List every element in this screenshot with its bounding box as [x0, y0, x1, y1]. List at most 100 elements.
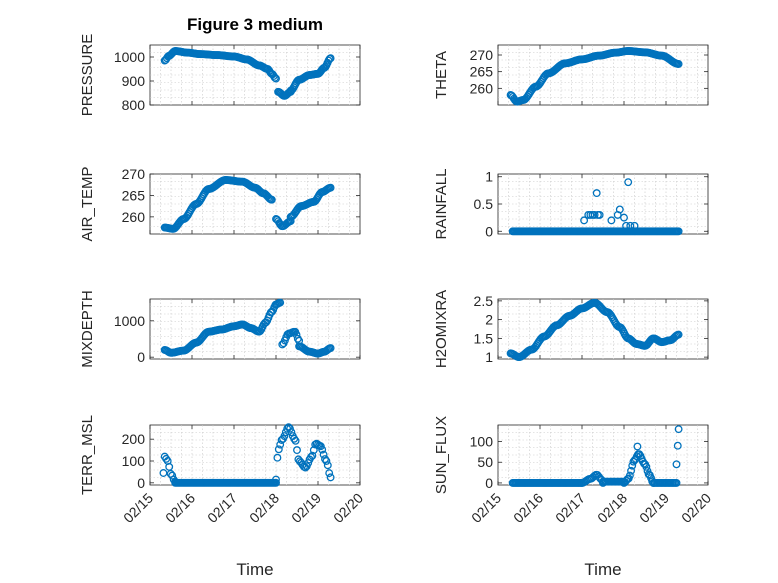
- series-markers: [160, 47, 335, 100]
- x-axis-label: Time: [236, 560, 273, 579]
- data-point: [326, 344, 335, 353]
- data-point: [287, 428, 296, 437]
- subplot-terr_msl: 0 100 200 02/15 02/16 02/17 02/18 02/19 02/20 TER…: [79, 415, 366, 579]
- y-tick-label: 1: [485, 169, 493, 185]
- x-tick-label: 02/16: [162, 490, 198, 526]
- y-axis-label: RAINFALL: [433, 169, 450, 240]
- data-point: [290, 434, 299, 443]
- y-tick-label: 1: [485, 349, 493, 365]
- x-tick-label: 02/20: [678, 490, 714, 526]
- data-point: [595, 210, 604, 219]
- y-tick-label: 1000: [114, 49, 145, 65]
- subplot-air_temp: 260 265 270 AIR_TEMP: [79, 166, 361, 242]
- subplot-rainfall: 0 0.5 1 RAINFALL: [433, 169, 709, 240]
- y-axis-label: TERR_MSL: [79, 415, 96, 495]
- data-point: [308, 451, 317, 460]
- x-axis-label: Time: [584, 560, 621, 579]
- data-point: [635, 450, 644, 459]
- data-point: [590, 210, 599, 219]
- data-point: [624, 178, 633, 187]
- y-tick-label: 2: [485, 312, 493, 328]
- data-point: [325, 469, 334, 478]
- data-point: [276, 298, 285, 307]
- y-tick-label: 100: [122, 453, 146, 469]
- x-tick-label: 02/15: [120, 490, 156, 526]
- y-axis-label: THETA: [433, 51, 450, 99]
- data-point: [273, 453, 282, 462]
- data-point: [274, 445, 283, 454]
- series-markers: [160, 176, 335, 233]
- x-tick-label: 02/16: [510, 490, 546, 526]
- data-point: [309, 446, 318, 455]
- y-tick-label: 0: [485, 475, 493, 491]
- data-point: [268, 307, 276, 316]
- data-point: [627, 466, 636, 475]
- x-tick-label: 02/17: [552, 490, 588, 526]
- data-point: [318, 445, 327, 454]
- y-tick-label: 100: [470, 434, 494, 450]
- y-tick-label: 0: [485, 223, 493, 239]
- data-point: [272, 475, 280, 484]
- series-markers: [506, 47, 683, 106]
- subplot-pressure: 800 900 1000 PRESSURE: [79, 34, 361, 117]
- y-tick-label: 270: [122, 166, 146, 182]
- data-point: [673, 441, 682, 450]
- data-point: [326, 54, 335, 63]
- data-point: [323, 461, 332, 470]
- x-tick-label: 02/19: [288, 490, 324, 526]
- series-markers: [508, 425, 683, 487]
- data-point: [262, 318, 271, 327]
- y-axis-label: PRESSURE: [79, 34, 96, 117]
- x-tick-label: 02/18: [246, 490, 282, 526]
- y-tick-label: 265: [470, 64, 494, 80]
- x-tick-label: 02/20: [330, 490, 366, 526]
- y-axis-label: H2OMIXRA: [433, 290, 450, 368]
- data-point: [622, 221, 631, 230]
- y-axis-label: MIXDEPTH: [79, 290, 96, 368]
- data-point: [159, 469, 168, 477]
- y-axis-label: SUN_FLUX: [433, 416, 450, 494]
- data-point: [319, 450, 328, 459]
- x-tick-label: 02/18: [594, 490, 630, 526]
- data-point: [321, 455, 329, 464]
- y-tick-label: 270: [470, 47, 494, 63]
- y-tick-label: 260: [470, 80, 494, 96]
- data-point: [633, 442, 642, 451]
- data-point: [267, 195, 276, 204]
- x-tick-label: 02/17: [204, 490, 240, 526]
- data-point: [620, 213, 628, 222]
- subplot-mixdepth: 0 1000 MIXDEPTH: [79, 290, 361, 368]
- data-point: [580, 216, 589, 225]
- data-point: [672, 460, 681, 469]
- data-point: [270, 73, 279, 82]
- series-markers: [160, 298, 335, 358]
- data-point: [326, 183, 335, 192]
- y-tick-label: 0: [137, 475, 145, 491]
- series-markers: [506, 298, 683, 362]
- data-point: [168, 471, 177, 480]
- data-point: [674, 227, 683, 236]
- y-tick-label: 2.5: [474, 293, 494, 309]
- data-point: [307, 453, 315, 461]
- subplot-h2omixra: 1 1.5 2 2.5 H2OMIXRA: [433, 290, 709, 368]
- data-point: [642, 462, 651, 471]
- data-point: [326, 473, 335, 482]
- data-point: [286, 424, 294, 433]
- data-point: [322, 457, 331, 465]
- data-point: [626, 221, 635, 230]
- y-tick-label: 260: [122, 209, 146, 225]
- data-point: [280, 432, 289, 441]
- y-tick-label: 50: [477, 454, 493, 470]
- data-point: [592, 189, 601, 198]
- data-point: [625, 471, 634, 480]
- data-point: [607, 216, 616, 225]
- data-point: [674, 330, 683, 339]
- y-tick-label: 800: [122, 97, 146, 113]
- data-point: [630, 456, 639, 465]
- y-axis-label: AIR_TEMP: [79, 166, 96, 241]
- x-tick-label: 02/19: [636, 490, 672, 526]
- figure-title: Figure 3 medium: [187, 15, 323, 34]
- data-point: [674, 60, 683, 68]
